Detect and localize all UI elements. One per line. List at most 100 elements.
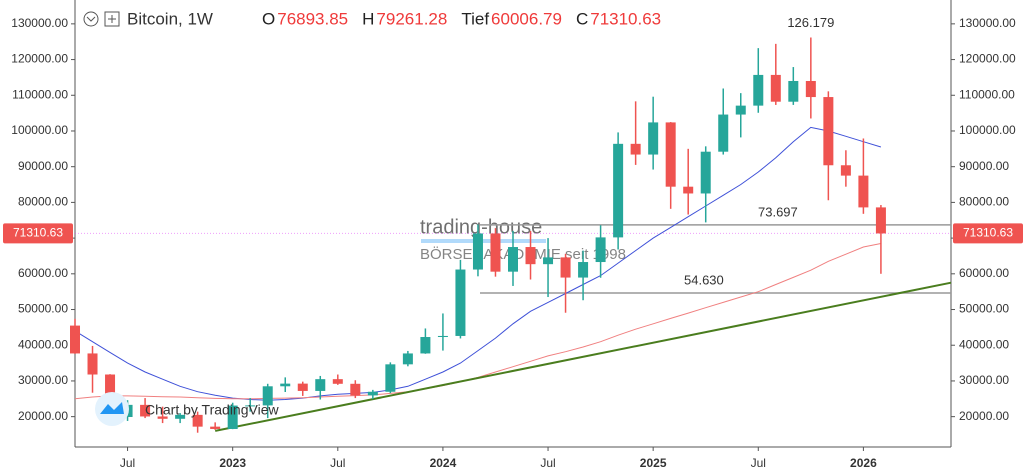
compare-plus: [108, 15, 116, 23]
header-label: H: [362, 9, 374, 28]
candle-body: [508, 247, 518, 272]
high-label: 126.179: [787, 15, 834, 30]
y-tick-label: 50000.00: [959, 302, 1009, 316]
candle-body: [543, 257, 554, 265]
y-tick-label: 110000.00: [12, 87, 68, 101]
candle-body: [630, 143, 641, 155]
candle-body: [455, 269, 466, 336]
y-tick-label: 80000.00: [959, 195, 1009, 209]
price-tag-label: 71310.63: [963, 226, 1013, 240]
candle-body: [280, 383, 291, 387]
candle-body: [560, 257, 571, 278]
watermark: BÖRSENAKADEMIE seit 1998: [420, 245, 626, 263]
candle-body: [297, 383, 308, 391]
x-tick-label: Jul: [540, 456, 555, 470]
y-tick-label: 30000.00: [18, 373, 68, 387]
candle-body: [525, 247, 536, 265]
candle-body: [770, 74, 781, 102]
x-tick-label: Jul: [330, 456, 345, 470]
candle-body: [350, 383, 361, 396]
candle-body: [175, 414, 186, 419]
header-value: 76893.85: [277, 9, 348, 28]
candle-body: [210, 426, 221, 429]
candle-body: [332, 379, 343, 384]
collapse-icon[interactable]: [83, 11, 99, 27]
header-label: Tief: [461, 9, 489, 28]
x-tick-label: 2023: [219, 456, 246, 470]
y-tick-label: 130000.00: [959, 16, 1016, 30]
candle-body: [613, 143, 624, 238]
trendline: [215, 281, 952, 432]
x-tick-label: Jul: [751, 456, 766, 470]
credit-icon-mark: [100, 402, 124, 414]
price-tag-label: 71310.63: [13, 226, 63, 240]
price-tag: [953, 223, 1023, 244]
x-tick-label: 2025: [640, 456, 667, 470]
candle-body: [472, 233, 483, 270]
candle-body: [718, 114, 729, 152]
candle-body: [683, 186, 694, 194]
candle-body: [140, 404, 151, 417]
y-tick-label: 60000.00: [959, 266, 1009, 280]
header-label: O: [262, 9, 275, 28]
level-label: 54.630: [684, 272, 724, 287]
y-tick-label: 100000.00: [11, 123, 68, 137]
price-tag: [3, 223, 73, 244]
x-tick-label: 2024: [430, 456, 457, 470]
y-tick-label: 120000.00: [959, 52, 1016, 66]
symbol[interactable]: Bitcoin, 1W: [127, 9, 213, 28]
candle-body: [437, 335, 448, 338]
header-value: 60006.79: [491, 9, 562, 28]
credit[interactable]: Chart by TradingView: [145, 402, 279, 418]
candle-body: [735, 105, 746, 115]
candle-body: [157, 416, 168, 419]
y-tick-label: 90000.00: [959, 159, 1009, 173]
candle-body: [788, 80, 799, 102]
y-tick-label: 130000.00: [11, 16, 68, 30]
candle-body: [875, 207, 886, 234]
candle-body: [753, 74, 764, 106]
watermark-bar: [421, 239, 546, 243]
x-tick-label: 2026: [850, 456, 877, 470]
header-value: 79261.28: [376, 9, 447, 28]
x-tick-label: Jul: [120, 456, 135, 470]
y-tick-label: 40000.00: [959, 337, 1009, 351]
y-tick-label: 120000.00: [11, 52, 68, 66]
y-tick-label: 50000.00: [18, 302, 68, 316]
candle-body: [648, 122, 659, 155]
y-tick-label: 110000.00: [959, 87, 1015, 101]
header-value: 71310.63: [590, 9, 661, 28]
candle-body: [262, 386, 273, 406]
y-tick-label: 20000.00: [959, 409, 1009, 423]
y-tick-label: 40000.00: [18, 337, 68, 351]
candle-body: [578, 262, 589, 278]
candle-body: [367, 391, 378, 396]
compare-icon[interactable]: [104, 11, 120, 27]
y-tick-label: 60000.00: [18, 266, 68, 280]
candle-body: [665, 122, 676, 187]
moving-average: [74, 126, 882, 401]
candle-body: [490, 233, 501, 272]
candle-body: [700, 151, 711, 194]
candle-body: [245, 405, 256, 407]
candle-body: [70, 325, 80, 354]
candle-body: [87, 353, 98, 375]
y-tick-label: 30000.00: [959, 373, 1009, 387]
candle-body: [805, 80, 816, 98]
candle-body: [315, 379, 326, 391]
y-tick-label: 90000.00: [18, 159, 68, 173]
watermark: trading-house: [420, 216, 542, 238]
candle-body: [192, 414, 203, 427]
candle-body: [385, 364, 396, 392]
candle-body: [402, 353, 413, 365]
collapse-chevron: [86, 16, 96, 22]
candle-body: [823, 97, 834, 166]
candle-body: [420, 337, 431, 354]
y-tick-label: 80000.00: [18, 195, 68, 209]
level-label: 73.697: [758, 204, 798, 219]
header-label: C: [576, 9, 588, 28]
candle-body: [840, 165, 851, 176]
